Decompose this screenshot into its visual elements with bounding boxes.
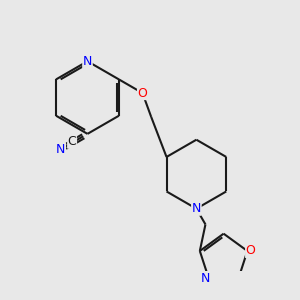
Text: C: C (68, 135, 76, 148)
Text: N: N (192, 202, 201, 215)
Text: O: O (138, 86, 147, 100)
Text: N: N (56, 143, 65, 156)
Text: O: O (246, 244, 256, 257)
Text: N: N (83, 55, 92, 68)
Text: N: N (201, 272, 210, 285)
